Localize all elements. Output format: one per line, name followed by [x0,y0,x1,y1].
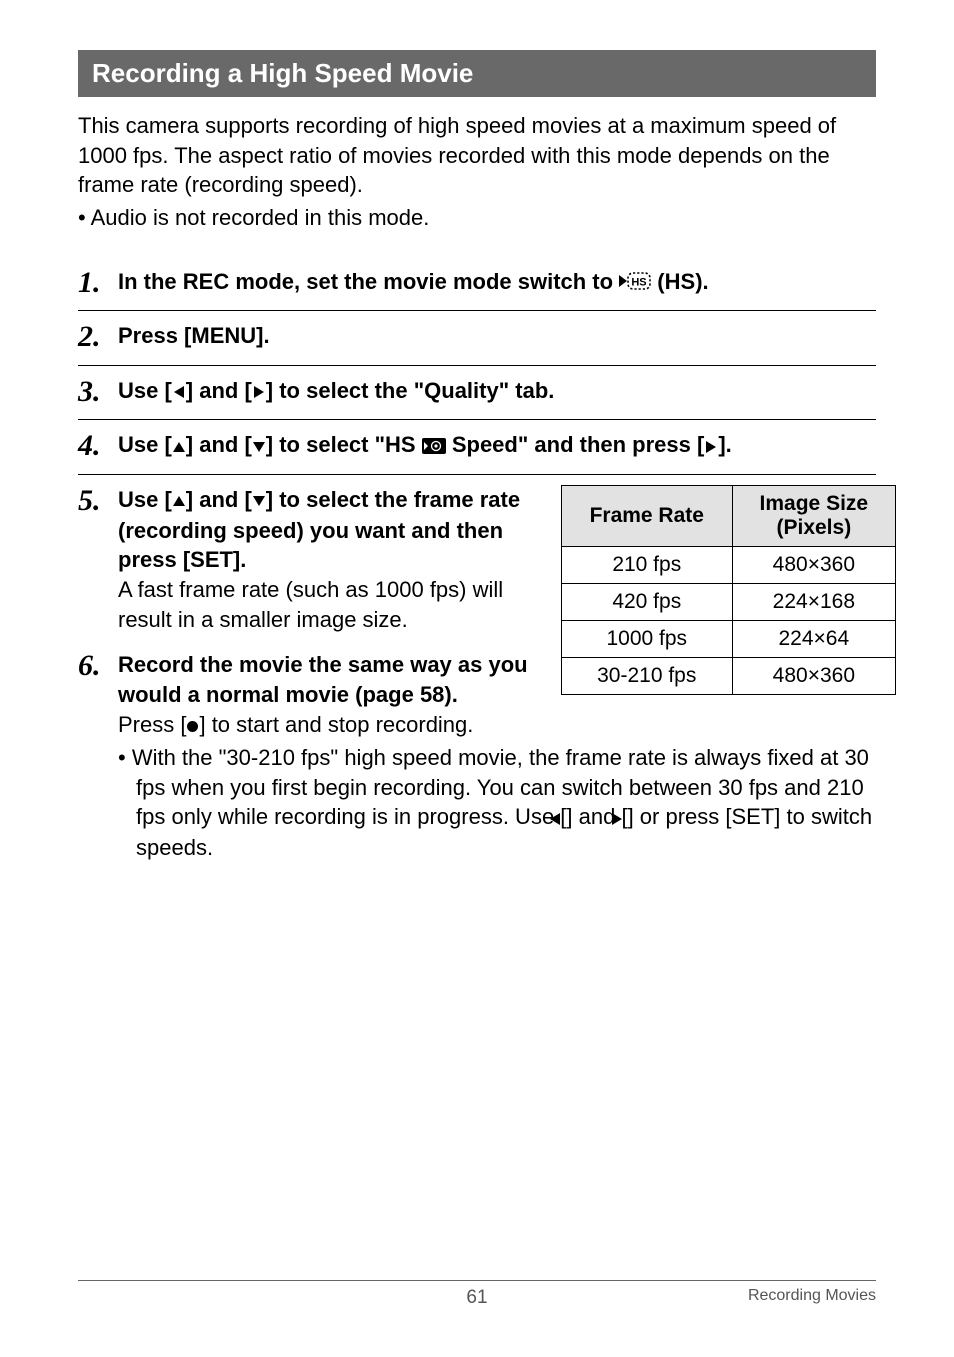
step-6-sub-pre: Press [ [118,712,186,737]
step-6-number: 6. [78,650,118,682]
table-row: 30-210 fps 480×360 [561,657,895,694]
step-3: 3. Use [ ] and [ ] to select the "Quality"… [78,365,876,420]
step-4-post: ]. [718,432,731,457]
cell-rate: 30-210 fps [561,657,732,694]
step-5-sub: A fast frame rate (such as 1000 fps) wil… [118,575,541,634]
step-6-sub: Press [ ] to start and stop recording. [118,710,541,741]
table-header-size: Image Size (Pixels) [732,485,895,546]
table-header-size-line1: Image Size [741,492,887,516]
step-5-6-block: 5. Use [] and [] to select the frame rat… [78,474,876,863]
step-4-pre: Use [ [118,432,172,457]
cell-size: 480×360 [732,657,895,694]
step-3-mid: ] and [ [186,378,252,403]
step-3-number: 3. [78,376,118,408]
frame-rate-table-container: Frame Rate Image Size (Pixels) 210 fps 4… [561,485,896,695]
step-1-number: 1. [78,267,118,299]
right-arrow-icon [252,377,266,407]
section-heading: Recording a High Speed Movie [78,50,876,97]
step-4: 4. Use [ ] and [ ] to select "HS Speed" an… [78,419,876,474]
page-footer: 61 Recording Movies [78,1280,876,1309]
table-row: 1000 fps 224×64 [561,620,895,657]
step-4-mid2: ] to select "HS [266,432,422,457]
cell-rate: 1000 fps [561,620,732,657]
intro-bullet: • Audio is not recorded in this mode. [78,204,876,233]
down-arrow-icon [252,432,266,462]
step-5-text: Use [] and [] to select the frame rate (… [118,485,541,575]
footer-section: Recording Movies [748,1287,876,1305]
step-4-text: Use [ ] and [ ] to select "HS Speed" and t… [118,430,876,461]
record-dot-icon [186,711,199,741]
intro-text: This camera supports recording of high s… [78,111,876,200]
right-arrow-icon [704,432,718,462]
step-6: 6. Record the movie the same way as you … [78,650,541,740]
up-arrow-icon [172,486,186,516]
cell-size: 224×168 [732,583,895,620]
movie-icon [422,432,446,462]
table-row: 420 fps 224×168 [561,583,895,620]
step-5-pre: Use [ [118,487,172,512]
step-6-bullet: • With the "30-210 fps" high speed movie… [118,743,876,863]
cell-size: 224×64 [732,620,895,657]
step-1-post: (HS). [651,269,708,294]
down-arrow-icon [252,486,266,516]
table-header-rate: Frame Rate [561,485,732,546]
step-4-number: 4. [78,430,118,462]
step-1: 1. In the REC mode, set the movie mode s… [78,251,876,311]
cell-rate: 420 fps [561,583,732,620]
step-4-mid3: Speed" and then press [ [446,432,705,457]
step-5-mid: ] and [ [186,487,252,512]
table-row: 210 fps 480×360 [561,546,895,583]
step-3-post: ] to select the "Quality" tab. [266,378,555,403]
step-1-pre: In the REC mode, set the movie mode swit… [118,269,619,294]
cell-rate: 210 fps [561,546,732,583]
table-header-size-line2: (Pixels) [741,516,887,540]
hs-movie-icon: HS [619,268,651,298]
svg-text:HS: HS [632,277,647,289]
step-2-text: Press [MENU]. [118,321,876,351]
step-6-sub-post: ] to start and stop recording. [199,712,473,737]
step-2-number: 2. [78,321,118,353]
table-header-row: Frame Rate Image Size (Pixels) [561,485,895,546]
step-5: 5. Use [] and [] to select the frame rat… [78,485,541,651]
frame-rate-table: Frame Rate Image Size (Pixels) 210 fps 4… [561,485,896,695]
step-4-mid1: ] and [ [186,432,252,457]
step-3-pre: Use [ [118,378,172,403]
step-1-text: In the REC mode, set the movie mode swit… [118,267,876,298]
step-5-number: 5. [78,485,118,517]
step-3-text: Use [ ] and [ ] to select the "Quality" ta… [118,376,876,407]
step-6-text: Record the movie the same way as you wou… [118,650,541,709]
left-arrow-icon [172,377,186,407]
up-arrow-icon [172,432,186,462]
cell-size: 480×360 [732,546,895,583]
step-2: 2. Press [MENU]. [78,310,876,365]
